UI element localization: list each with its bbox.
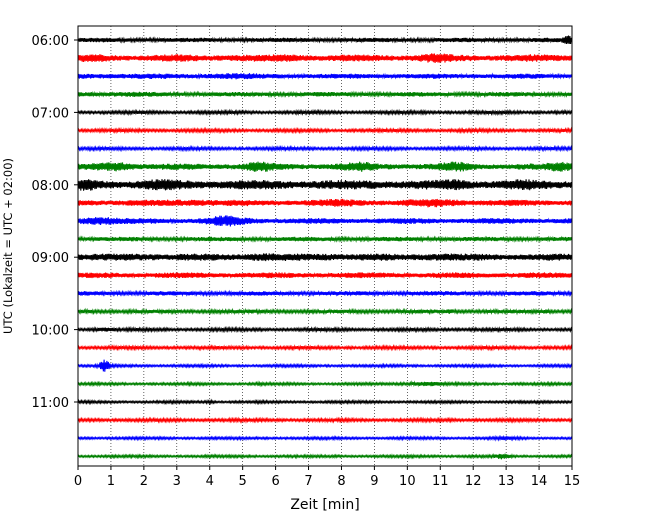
plot-frame xyxy=(77,25,573,467)
trace-0630 xyxy=(77,72,573,80)
x-tick-label: 6 xyxy=(271,474,279,489)
trace-0745 xyxy=(77,161,573,172)
y-tick-label: 10:00 xyxy=(32,324,69,339)
x-tick-label: 1 xyxy=(107,474,115,489)
trace-0800 xyxy=(77,179,573,191)
x-tick-label: 7 xyxy=(304,474,312,489)
trace-1145 xyxy=(77,452,573,460)
x-tick-label: 0 xyxy=(74,474,82,489)
trace-1030 xyxy=(77,359,573,372)
trace-1115 xyxy=(77,416,573,424)
x-tick-label: 3 xyxy=(173,474,181,489)
trace-1015 xyxy=(77,344,573,352)
trace-0845 xyxy=(77,235,573,243)
trace-1045 xyxy=(77,380,573,388)
y-tick-label: 11:00 xyxy=(32,396,69,411)
x-axis-label: Zeit [min] xyxy=(290,497,359,513)
y-tick-label: 09:00 xyxy=(32,251,69,266)
trace-1130 xyxy=(77,434,573,442)
y-tick-label: 08:00 xyxy=(32,179,69,194)
y-axis-label: UTC (Lokalzeit = UTC + 02:00) xyxy=(1,158,15,334)
trace-0915 xyxy=(77,271,573,279)
x-tick-label: 9 xyxy=(370,474,378,489)
x-tick-label: 8 xyxy=(337,474,345,489)
x-tick-label: 14 xyxy=(531,474,548,489)
y-tick-label: 06:00 xyxy=(32,34,69,49)
trace-0600 xyxy=(77,35,573,45)
trace-1000 xyxy=(77,325,573,334)
y-axis: 06:00 07:00 08:00 09:00 10:00 11:00 xyxy=(32,34,78,411)
trace-0615 xyxy=(77,53,573,63)
x-axis: 0 1 2 3 4 5 6 7 8 9 10 11 12 13 14 15 xyxy=(74,466,580,489)
trace-0645 xyxy=(77,90,573,99)
y-tick-label: 07:00 xyxy=(32,106,69,121)
trace-0930 xyxy=(77,289,573,298)
x-tick-label: 5 xyxy=(239,474,247,489)
trace-0945 xyxy=(77,307,573,316)
x-tick-label: 12 xyxy=(465,474,482,489)
x-tick-label: 2 xyxy=(140,474,148,489)
trace-0730 xyxy=(77,144,573,153)
x-tick-label: 15 xyxy=(564,474,581,489)
grid xyxy=(110,26,540,466)
trace-0830 xyxy=(77,215,573,227)
x-tick-label: 10 xyxy=(399,474,416,489)
trace-0815 xyxy=(77,198,573,208)
x-tick-label: 13 xyxy=(498,474,515,489)
trace-0715 xyxy=(77,126,573,135)
trace-0900 xyxy=(77,253,573,262)
x-tick-label: 11 xyxy=(432,474,449,489)
trace-0700 xyxy=(77,108,573,117)
x-tick-label: 4 xyxy=(206,474,214,489)
seismic-traces xyxy=(77,35,573,460)
trace-1100 xyxy=(77,398,573,406)
